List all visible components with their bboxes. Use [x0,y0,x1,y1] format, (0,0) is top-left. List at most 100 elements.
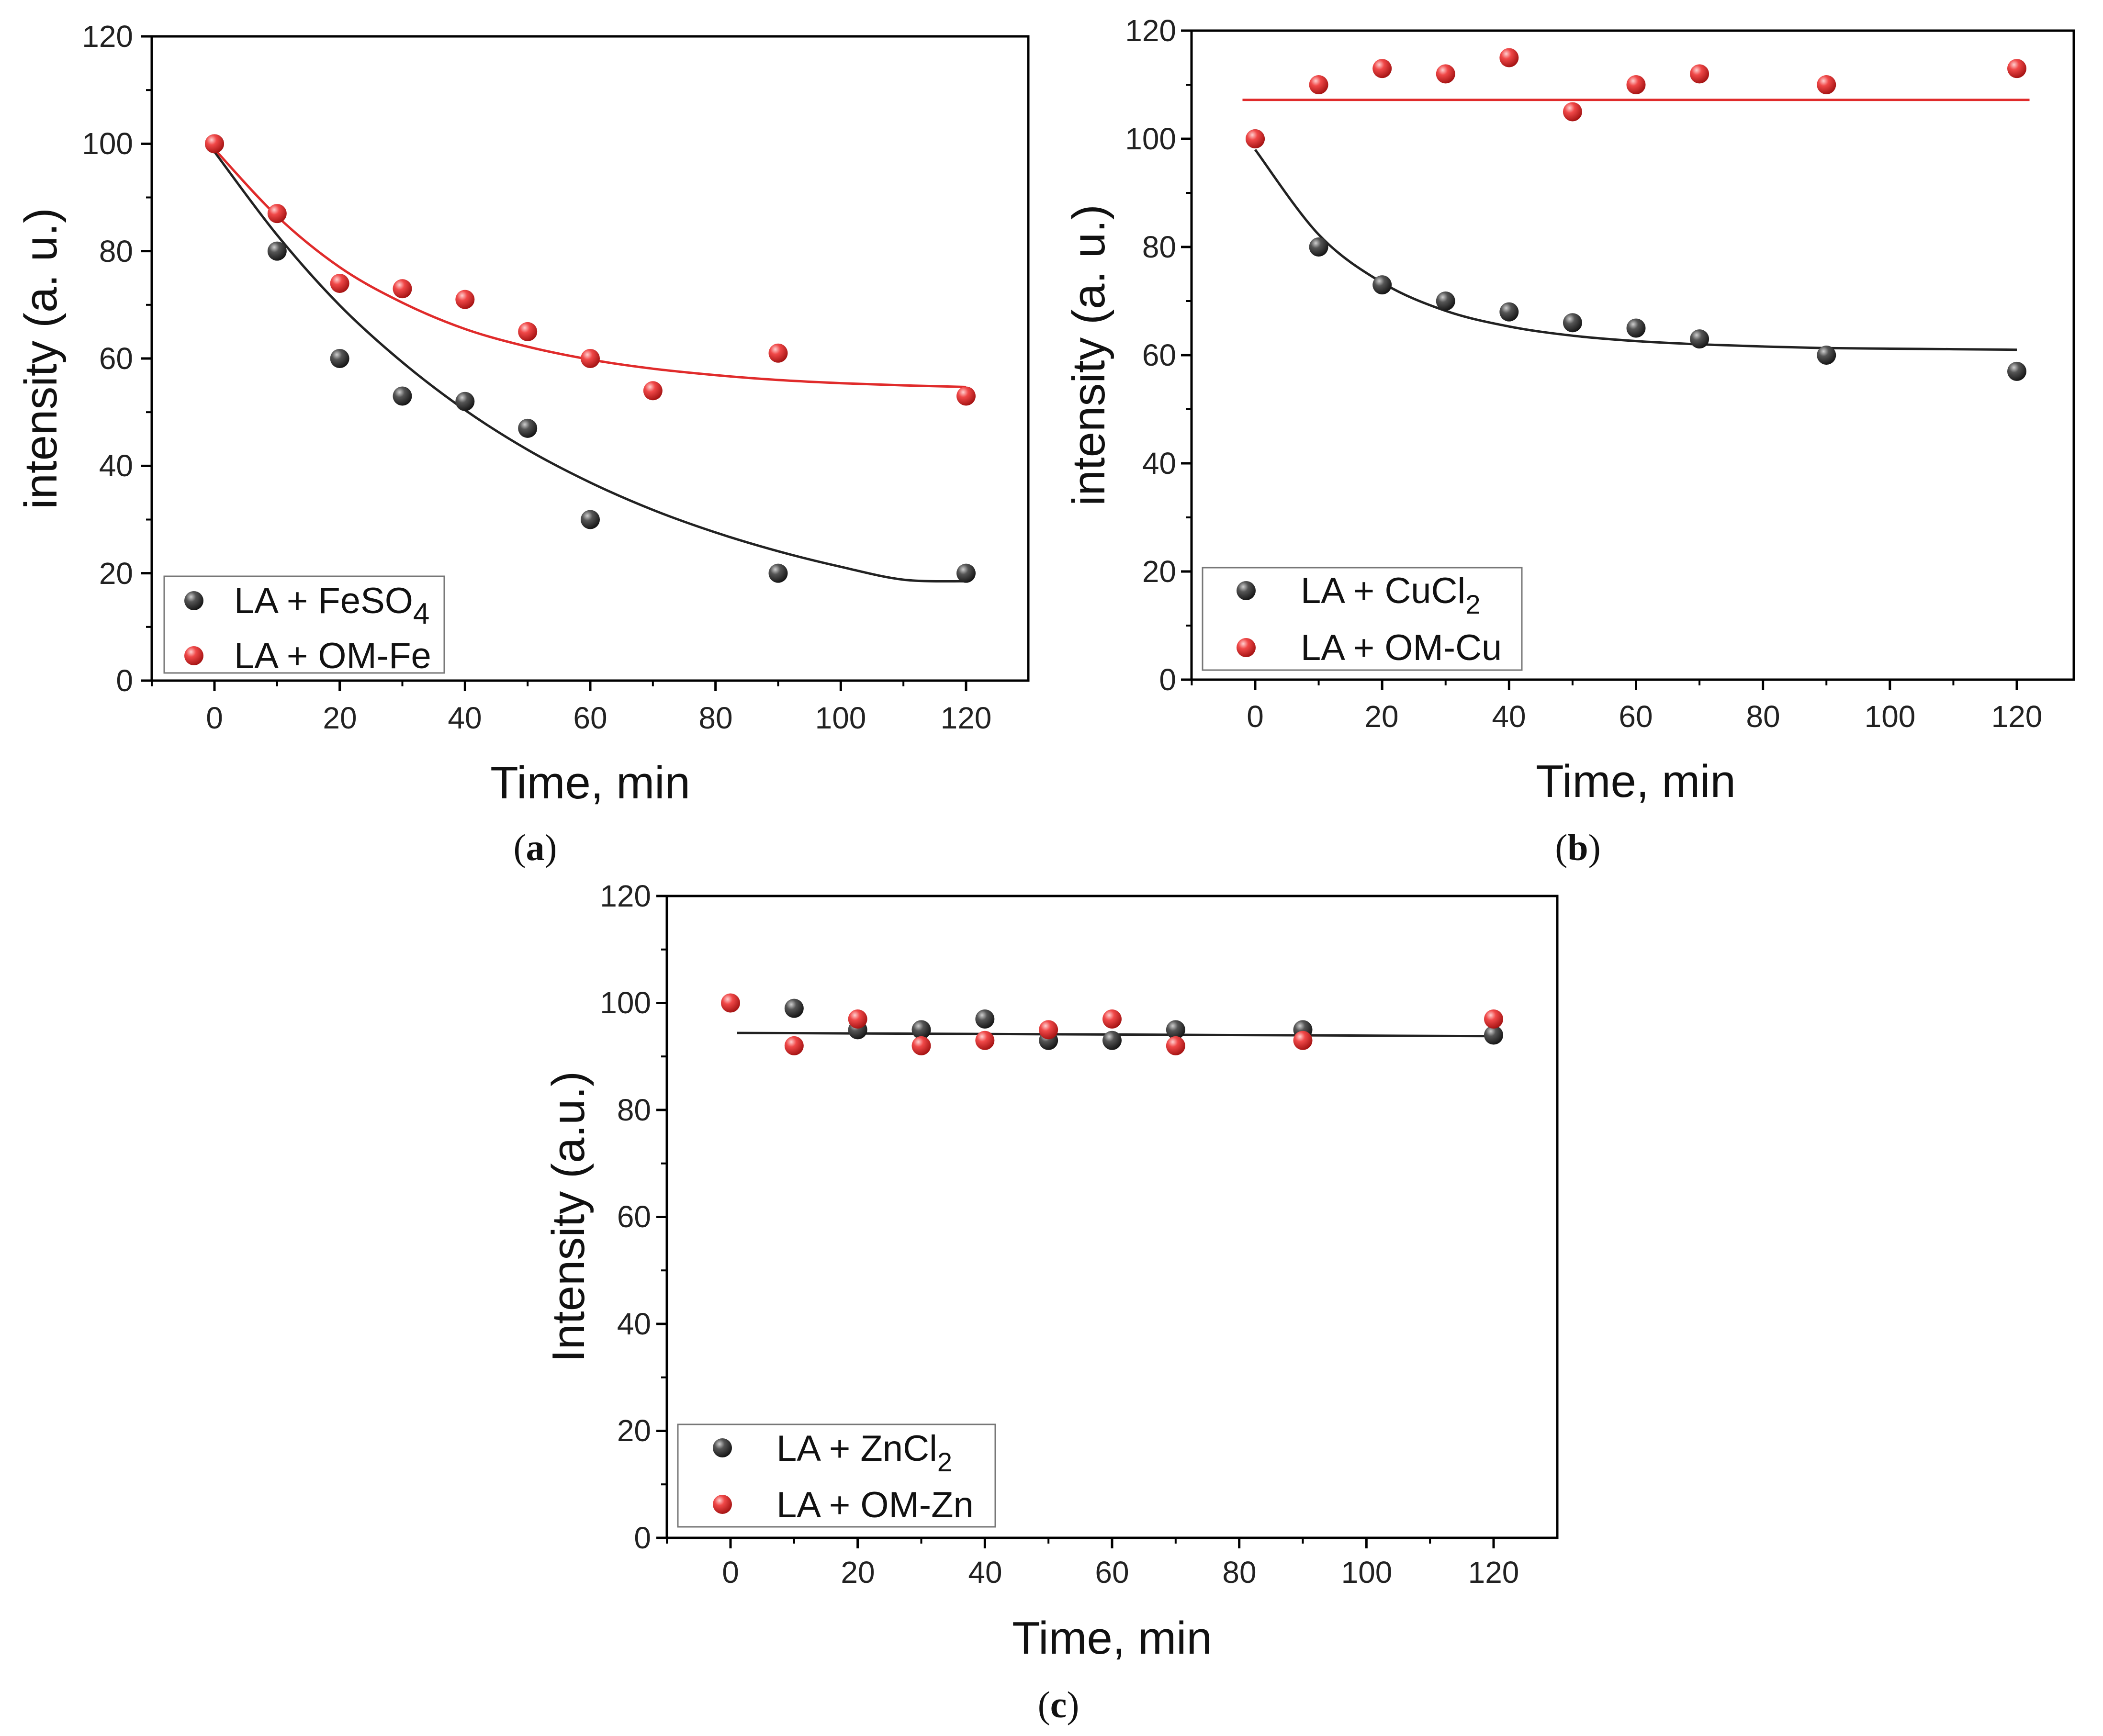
legend-label: LA + FeSO4 [234,581,429,630]
panel-c-axes [656,895,1559,1548]
data-point-red [848,1009,867,1029]
legend-label-suffix: 2 [1465,589,1480,619]
data-point-red [1563,102,1582,122]
legend-label-main: LA + FeSO [234,581,413,621]
x-tick-label: 20 [323,701,357,735]
panel-a-points [205,134,976,583]
y-tick-label: 40 [99,448,133,483]
legend-marker-black [184,591,203,610]
legend-label-suffix: 4 [413,597,429,630]
x-tick-label: 20 [1364,699,1398,734]
data-point-red [1690,64,1709,84]
data-point-black [956,563,976,583]
data-point-red [975,1030,995,1050]
y-tick-label: 60 [1142,338,1176,372]
x-tick-label: 60 [1095,1555,1129,1590]
panel-b-axes [1181,29,2075,690]
data-point-red [455,290,475,309]
panel-b-y-axis-title: intensity (a. u.) [1063,204,1114,506]
data-point-red [1372,59,1392,78]
legend-marker-black [713,1438,732,1457]
data-point-red [1039,1020,1058,1040]
data-point-red [1499,48,1519,67]
data-point-black [1817,346,1836,365]
y-tick-label: 100 [1125,122,1176,156]
x-tick-label: 0 [206,701,223,735]
data-point-red [768,343,788,363]
y-tick-label: 60 [99,341,133,376]
x-tick-label: 20 [841,1555,875,1590]
data-point-red [784,1036,804,1055]
legend-box [677,1423,996,1528]
panel-a-ticks [141,35,967,691]
legend-marker-red [713,1495,732,1514]
data-point-black [1102,1030,1122,1050]
legend-label: LA + CuCl2 [1301,571,1480,619]
data-point-black [330,349,349,368]
fit-line-black [1254,149,2017,351]
panel-c-x-axis-title: Time, min [1012,1613,1212,1664]
panel-b-xticks: 0 20 40 60 80 100 120 [1247,699,2042,734]
x-tick-label: 120 [941,701,992,735]
data-point-red [1166,1036,1185,1055]
x-tick-label: 0 [722,1555,739,1590]
data-point-red [1484,1009,1503,1029]
legend-label: LA + OM-Fe [234,636,431,676]
data-point-red [721,993,740,1013]
data-point-black [768,563,788,583]
y-tick-label: 0 [116,663,133,698]
x-tick-label: 40 [448,701,482,735]
x-tick-label: 80 [1746,699,1780,734]
y-tick-label: 80 [1142,230,1176,264]
data-point-black [1690,329,1709,349]
panel-b-legend: LA + CuCl2 LA + OM-Cu [1202,567,1523,671]
y-tick-label: 20 [99,556,133,591]
data-point-black [1372,275,1392,295]
panel-a-x-axis-title: Time, min [490,757,690,808]
data-point-black [1499,302,1519,322]
panel-c: 0 20 40 60 80 100 120 0 20 40 60 80 100 … [543,879,1559,1725]
data-point-red [643,381,663,401]
legend-label-suffix: 2 [937,1447,952,1477]
panel-c-label: (c) [1038,1684,1080,1725]
x-tick-label: 80 [698,701,732,735]
data-point-red [1626,75,1646,94]
legend-label: LA + OM-Zn [776,1485,974,1525]
data-point-black [267,241,287,261]
data-point-red [330,273,349,293]
data-point-red [393,279,412,299]
data-point-black [1563,313,1582,333]
data-point-red [2007,59,2026,78]
x-tick-label: 60 [1619,699,1653,734]
legend-label-main: LA + OM-Zn [776,1485,974,1525]
data-point-red [205,134,224,154]
panel-b-fits [1242,99,2030,351]
x-tick-label: 80 [1222,1555,1256,1590]
panel-a-y-axis-title: intensity (a. u.) [15,208,67,509]
legend-label-main: LA + OM-Fe [234,636,431,676]
panel-a: 0 20 40 60 80 100 120 0 20 40 60 80 100 … [15,19,1030,868]
data-point-black [784,998,804,1018]
legend-box [1202,567,1523,671]
data-point-black [975,1009,995,1029]
data-point-red [956,386,976,406]
data-point-black [1626,318,1646,338]
panel-b-points [1246,48,2026,381]
x-tick-label: 120 [1468,1555,1519,1590]
data-point-red [1817,75,1836,94]
legend-marker-red [1237,638,1256,657]
y-tick-label: 60 [617,1199,651,1234]
x-tick-label: 100 [1341,1555,1393,1590]
y-tick-label: 0 [634,1521,651,1555]
y-tick-label: 120 [1125,13,1176,48]
data-point-black [393,386,412,406]
fit-line-black [214,151,967,583]
data-point-black [911,1020,931,1040]
panel-c-y-axis-title: Intensity (a.u.) [543,1071,594,1362]
panel-b: 0 20 40 60 80 100 120 0 20 40 60 80 100 … [1063,13,2075,868]
panel-c-ticks [656,895,1495,1548]
data-point-red [267,204,287,224]
x-tick-label: 100 [815,701,866,735]
panel-a-legend: LA + FeSO4 LA + OM-Fe [163,575,445,676]
